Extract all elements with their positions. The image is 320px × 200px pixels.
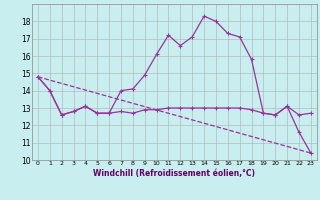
X-axis label: Windchill (Refroidissement éolien,°C): Windchill (Refroidissement éolien,°C): [93, 169, 255, 178]
